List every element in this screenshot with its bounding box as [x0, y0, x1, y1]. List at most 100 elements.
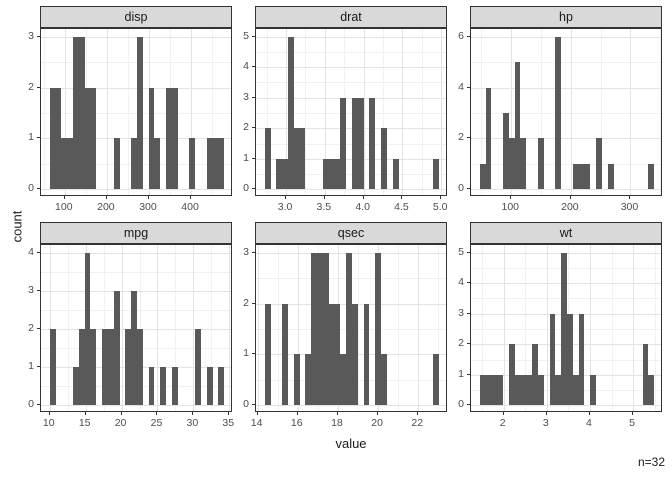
- facet-strip-disp: disp: [40, 6, 232, 28]
- y-tick-label: 0: [243, 398, 249, 411]
- histogram-bar: [213, 138, 218, 190]
- y-tick-label: 1: [28, 131, 34, 144]
- facet-panel-mpg: [40, 244, 232, 412]
- histogram-bar: [608, 163, 614, 190]
- x-tick-mark: [228, 412, 230, 415]
- gridline-minor-x: [421, 29, 423, 195]
- histogram-bar: [573, 374, 579, 406]
- gridline-major-y: [256, 405, 446, 407]
- y-axis-title: count: [9, 210, 25, 243]
- histogram-bar: [381, 128, 387, 190]
- gridline-major-y: [256, 158, 446, 160]
- histogram-bar: [56, 87, 61, 190]
- histogram-bar: [311, 252, 317, 406]
- y-tick-mark: [37, 35, 40, 37]
- histogram-bar: [329, 303, 335, 406]
- gridline-minor-x: [481, 29, 483, 195]
- x-tick-mark: [323, 196, 325, 199]
- x-tick-label: 100: [501, 201, 520, 213]
- y-tick-label: 3: [28, 29, 34, 42]
- x-tick-mark: [156, 412, 158, 415]
- y-tick-mark: [37, 251, 40, 253]
- histogram-bar: [61, 138, 67, 190]
- gridline-major-x: [503, 245, 505, 411]
- gridline-major-y: [41, 87, 231, 89]
- histogram-bar: [305, 354, 311, 406]
- x-tick-label: 20: [371, 417, 383, 429]
- y-tick-mark: [467, 188, 470, 190]
- gridline-major-x: [418, 245, 420, 411]
- histogram-bar: [137, 36, 143, 190]
- gridline-major-y: [471, 189, 661, 191]
- histogram-bar: [137, 329, 143, 406]
- histogram-bar: [317, 252, 323, 406]
- histogram-bar: [207, 367, 213, 406]
- y-tick-label: 2: [458, 337, 464, 350]
- x-tick-mark: [588, 412, 590, 415]
- gridline-minor-y: [471, 62, 661, 64]
- histogram-bar: [90, 87, 96, 190]
- facet-strip-wt: wt: [470, 222, 662, 244]
- y-tick-label: 2: [458, 131, 464, 144]
- histogram-bar: [79, 329, 85, 406]
- y-tick-mark: [252, 66, 255, 68]
- gridline-major-y: [256, 128, 446, 130]
- histogram-bar: [590, 374, 596, 406]
- y-tick-label: 4: [243, 60, 249, 73]
- gridline-minor-x: [611, 245, 613, 411]
- histogram-bar: [503, 113, 509, 190]
- y-tick-label: 0: [28, 398, 34, 411]
- y-tick-label: 4: [458, 80, 464, 93]
- gridline-major-x: [511, 29, 513, 195]
- y-tick-mark: [37, 86, 40, 88]
- y-tick-mark: [467, 86, 470, 88]
- facet-strip-label: hp: [559, 10, 573, 24]
- gridline-major-x: [630, 29, 632, 195]
- histogram-bar: [172, 87, 178, 190]
- histogram-bar: [218, 138, 224, 190]
- histogram-bar: [526, 374, 532, 406]
- x-tick-mark: [417, 412, 419, 415]
- facet-panel-qsec: [255, 244, 447, 412]
- gridline-major-x: [191, 29, 193, 195]
- y-tick-label: 2: [28, 322, 34, 334]
- x-tick-label: 4: [586, 417, 592, 429]
- y-tick-label: 4: [28, 245, 34, 258]
- gridline-minor-x: [525, 245, 527, 411]
- histogram-bar: [288, 36, 294, 190]
- gridline-minor-x: [358, 245, 360, 411]
- histogram-bar: [579, 313, 584, 406]
- x-tick-mark: [629, 196, 631, 199]
- gridline-minor-y: [256, 82, 446, 84]
- gridline-major-x: [297, 245, 299, 411]
- x-tick-mark: [569, 196, 571, 199]
- gridline-major-x: [546, 245, 548, 411]
- gridline-minor-x: [139, 245, 141, 411]
- y-tick-mark: [252, 404, 255, 406]
- histogram-bar: [491, 374, 497, 406]
- histogram-bar: [369, 97, 375, 190]
- histogram-bar: [352, 303, 358, 406]
- histogram-bar: [486, 374, 491, 406]
- gridline-major-y: [41, 36, 231, 38]
- histogram-bar: [323, 252, 329, 406]
- histogram-bar: [114, 138, 120, 190]
- y-tick-label: 1: [243, 151, 249, 164]
- histogram-bar: [207, 138, 213, 190]
- histogram-bar: [346, 252, 352, 406]
- gridline-major-x: [402, 29, 404, 195]
- y-tick-label: 5: [243, 29, 249, 42]
- gridline-minor-x: [127, 29, 129, 195]
- histogram-bar: [480, 163, 486, 190]
- histogram-bar: [149, 87, 154, 190]
- y-tick-mark: [252, 96, 255, 98]
- x-tick-mark: [545, 412, 547, 415]
- y-tick-label: 0: [28, 182, 34, 195]
- gridline-major-x: [633, 245, 635, 411]
- histogram-bar: [195, 329, 201, 406]
- gridline-minor-y: [256, 143, 446, 145]
- gridline-major-y: [471, 87, 661, 89]
- x-tick-label: 14: [250, 417, 263, 429]
- histogram-bar: [520, 374, 526, 406]
